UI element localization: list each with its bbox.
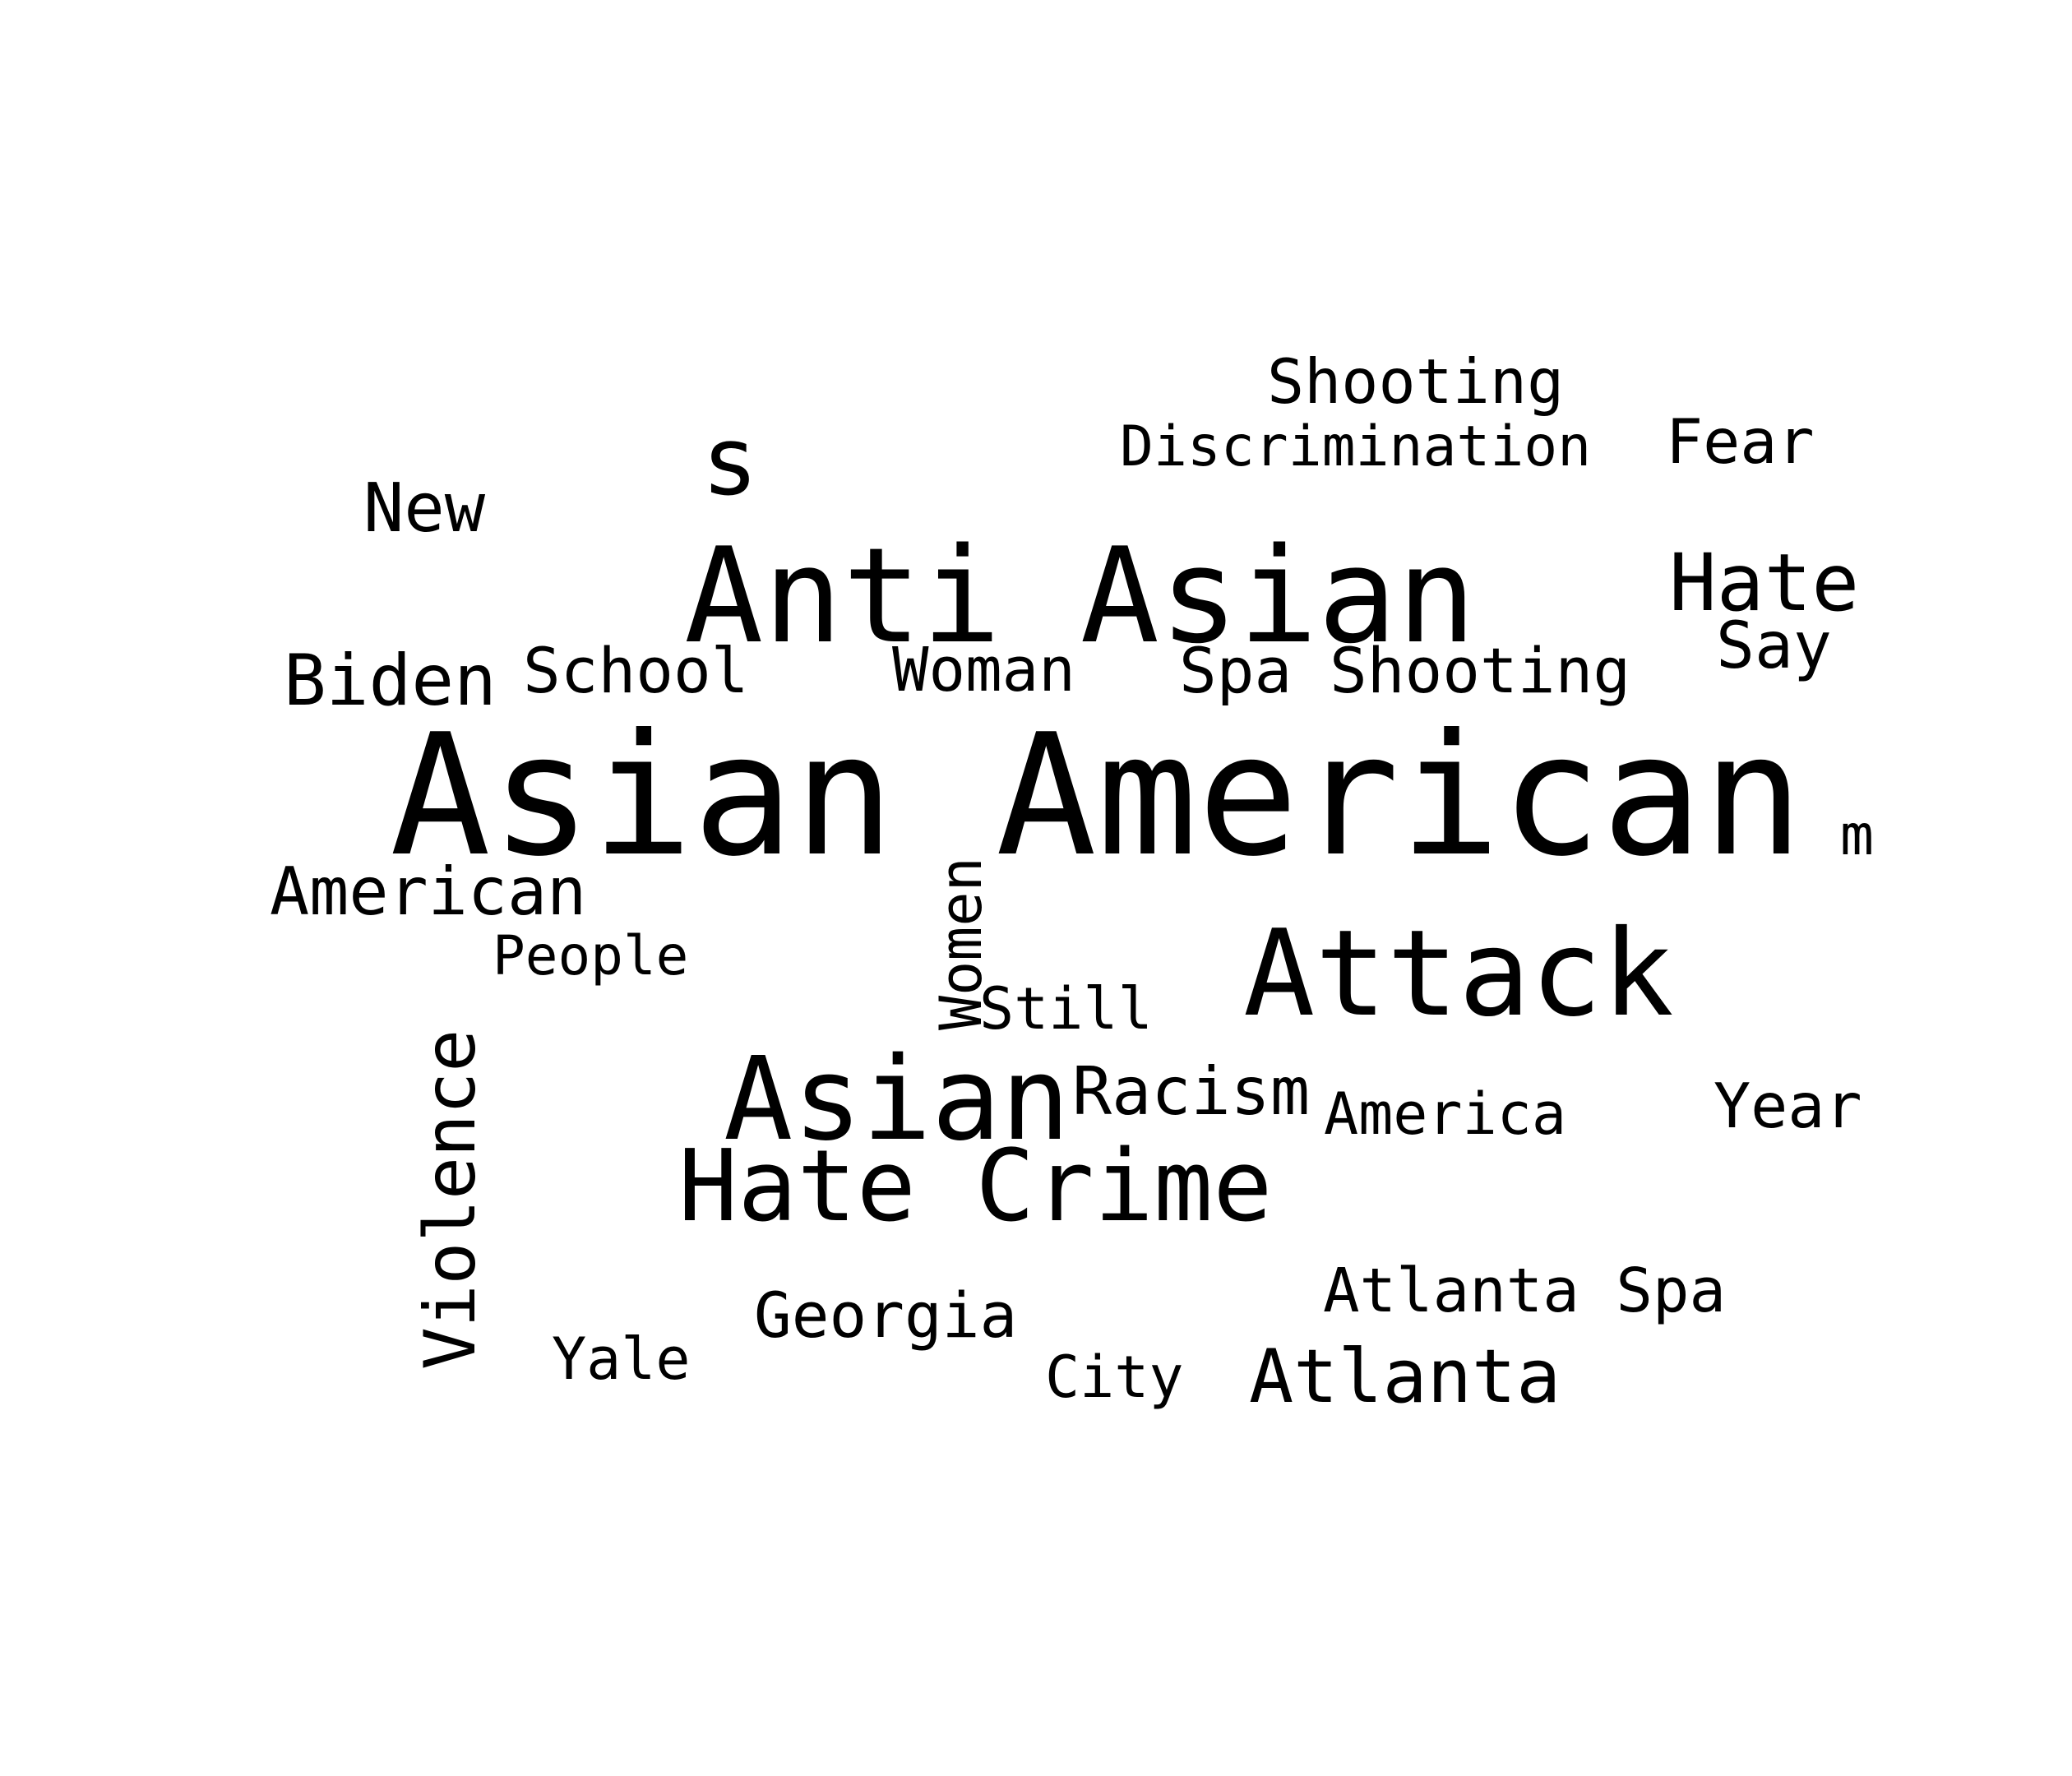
- word-still: Still: [979, 975, 1153, 1043]
- word-american: American: [270, 853, 587, 930]
- word-people: People: [493, 924, 689, 987]
- word-discrimination: Discrimination: [1120, 414, 1592, 479]
- word-s: s: [701, 407, 759, 517]
- word-school: School: [523, 634, 749, 707]
- word-georgia: Georgia: [754, 1279, 1018, 1352]
- word-atlanta-spa: Atlanta Spa: [1323, 1256, 1727, 1326]
- word-spa-shooting: Spa Shooting: [1179, 634, 1631, 707]
- word-city: City: [1045, 1344, 1184, 1411]
- word-biden: Biden: [284, 640, 497, 722]
- word-hate: Hate: [1669, 537, 1860, 629]
- word-violence: Violence: [409, 1029, 492, 1370]
- word-asian: Asian: [724, 1033, 1071, 1167]
- word-new: New: [363, 469, 486, 548]
- word-shooting-top: Shooting: [1267, 345, 1565, 418]
- word-anti-asian: Anti Asian: [684, 519, 1477, 673]
- word-m: m: [1840, 803, 1874, 868]
- word-woman: Woman: [892, 635, 1075, 705]
- word-atlanta: Atlanta: [1249, 1334, 1561, 1420]
- word-asian-american: Asian American: [390, 699, 1804, 894]
- word-fear: Fear: [1666, 405, 1815, 478]
- word-year: Year: [1714, 1070, 1862, 1142]
- word-america: America: [1324, 1080, 1567, 1148]
- word-hate-crime: Hate Crime: [678, 1130, 1273, 1244]
- word-say: Say: [1716, 609, 1832, 683]
- word-yale: Yale: [552, 1325, 691, 1393]
- word-attack: Attack: [1243, 904, 1674, 1043]
- word-racism: Racism: [1072, 1053, 1310, 1130]
